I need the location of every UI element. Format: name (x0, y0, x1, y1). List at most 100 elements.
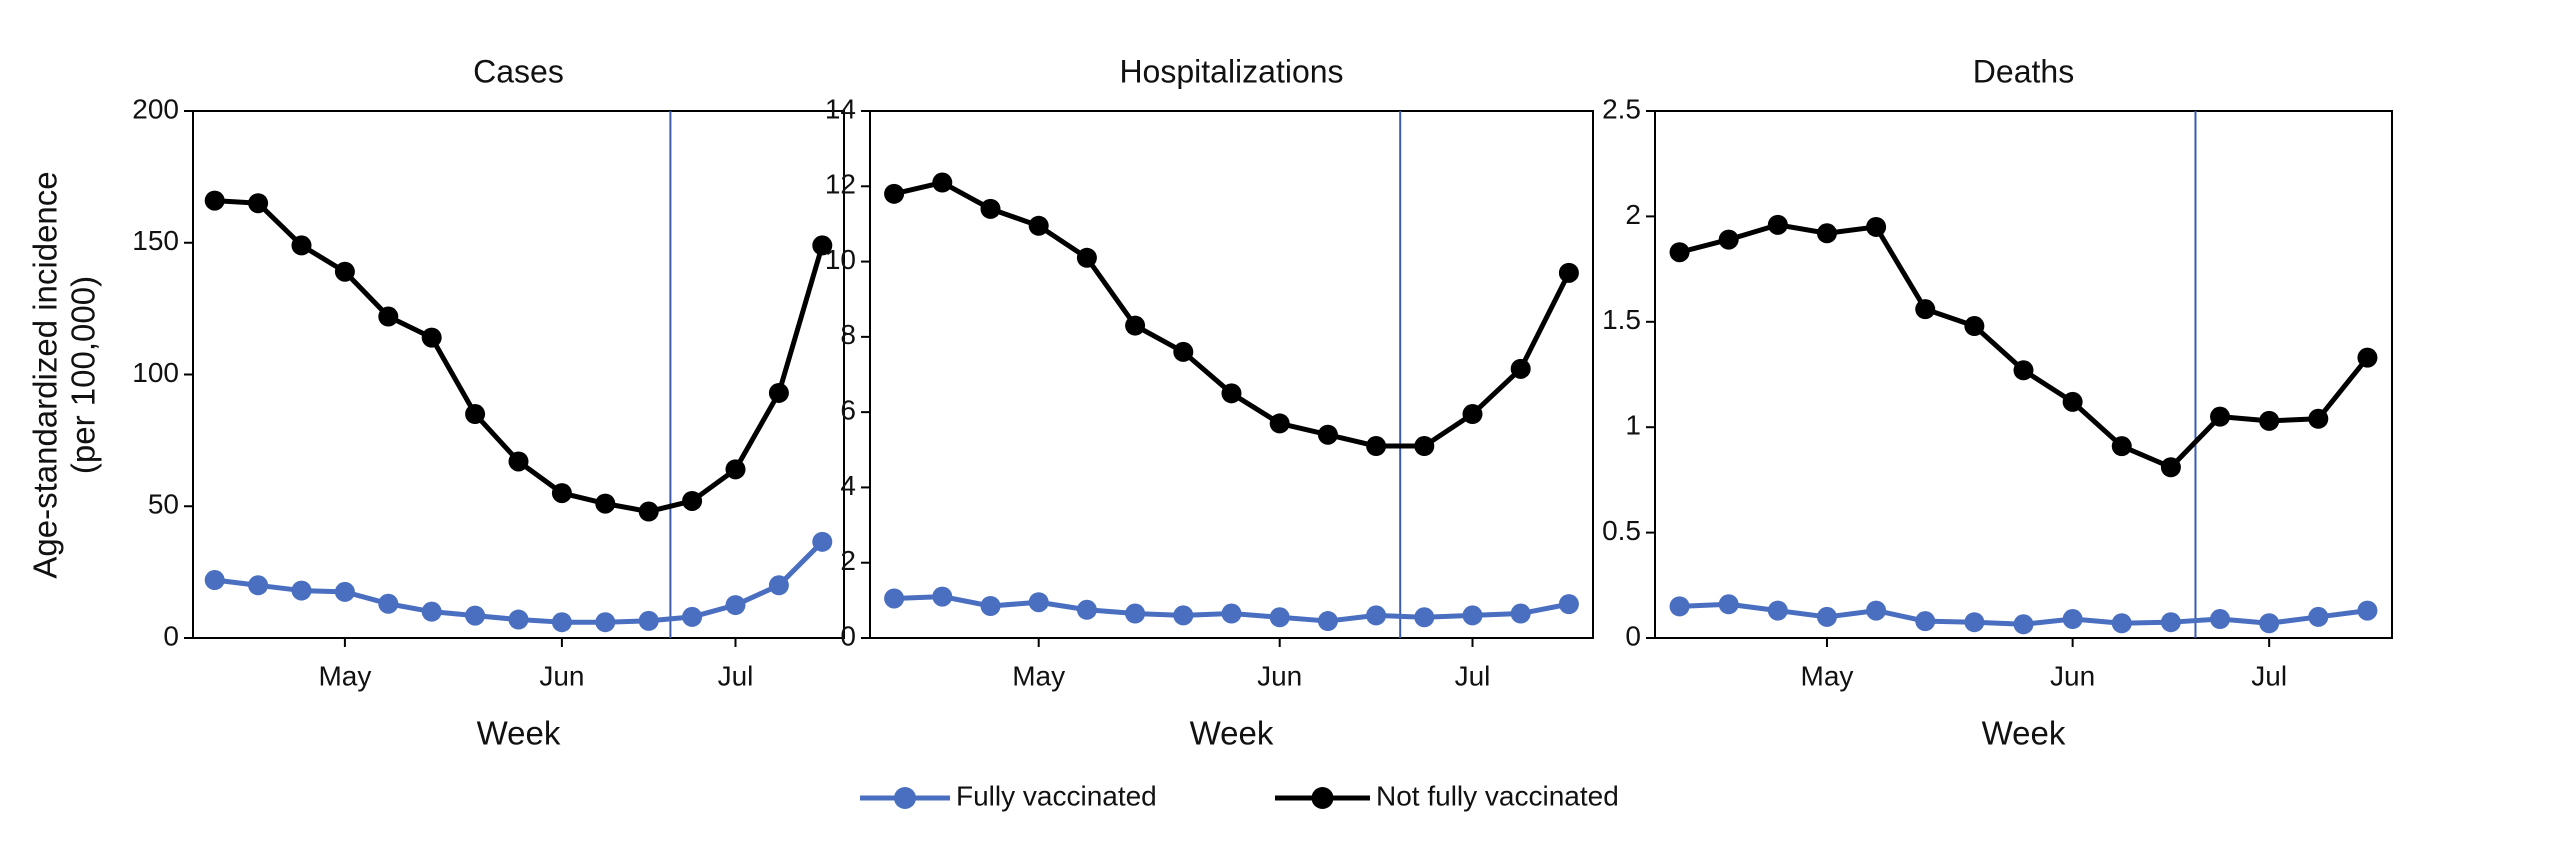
data-point (1028, 592, 1049, 613)
data-point (1414, 436, 1435, 457)
data-point (1964, 612, 1985, 633)
y-tick-label: 1.5 (1602, 304, 1641, 335)
data-point (725, 595, 746, 616)
legend-label: Not fully vaccinated (1376, 780, 1619, 811)
data-point (2013, 360, 2034, 381)
y-tick-label: 14 (825, 93, 856, 124)
x-tick-label: Jul (2251, 660, 2287, 691)
chart-title: Deaths (1973, 53, 2074, 89)
data-point (932, 172, 953, 193)
data-point (1414, 607, 1435, 628)
data-point (334, 581, 355, 602)
data-point (248, 193, 269, 214)
data-point (421, 327, 442, 348)
x-axis-label: Week (1190, 715, 1274, 752)
data-point (2160, 612, 2181, 633)
data-point (551, 612, 572, 633)
data-point (682, 490, 703, 511)
y-axis-label: (per 100,000) (65, 276, 102, 474)
y-tick-label: 150 (132, 225, 179, 256)
data-point (291, 580, 312, 601)
data-point (508, 451, 529, 472)
data-point (2062, 391, 2083, 412)
data-point (725, 459, 746, 480)
y-tick-label: 0 (1625, 620, 1641, 651)
data-point (1718, 594, 1739, 615)
y-axis-label: Age-standardized incidence (27, 171, 64, 578)
data-point (1173, 341, 1194, 362)
data-point (1173, 605, 1194, 626)
data-point (1718, 229, 1739, 250)
data-point (1510, 358, 1531, 379)
data-point (1866, 216, 1887, 237)
data-point (638, 610, 659, 631)
data-point (812, 235, 833, 256)
data-point (2357, 347, 2378, 368)
x-tick-label: Jul (718, 660, 754, 691)
y-tick-label: 0 (840, 620, 856, 651)
data-point (1767, 214, 1788, 235)
data-point (508, 609, 529, 630)
data-point (1964, 316, 1985, 337)
data-point (1221, 603, 1242, 624)
data-point (884, 183, 905, 204)
x-tick-label: May (1012, 660, 1065, 691)
y-tick-label: 2.5 (1602, 93, 1641, 124)
data-point (2062, 609, 2083, 630)
data-point (1076, 247, 1097, 268)
x-axis-label: Week (477, 715, 561, 752)
x-tick-label: May (318, 660, 371, 691)
data-point (595, 493, 616, 514)
y-tick-label: 2 (840, 545, 856, 576)
data-point (1767, 600, 1788, 621)
y-tick-label: 6 (840, 395, 856, 426)
data-point (1510, 603, 1531, 624)
data-point (1317, 611, 1338, 632)
y-tick-label: 50 (148, 489, 179, 520)
y-tick-label: 10 (825, 244, 856, 275)
data-point (204, 570, 225, 591)
x-tick-label: Jun (2050, 660, 2095, 691)
data-point (1125, 603, 1146, 624)
data-point (812, 531, 833, 552)
data-point (682, 606, 703, 627)
x-tick-label: Jul (1455, 660, 1491, 691)
data-point (1915, 611, 1936, 632)
data-point (421, 601, 442, 622)
data-point (378, 306, 399, 327)
chart-title: Hospitalizations (1119, 53, 1343, 89)
legend-marker (894, 787, 916, 809)
data-point (1028, 215, 1049, 236)
x-tick-label: Jun (1257, 660, 1302, 691)
data-point (932, 586, 953, 607)
data-point (595, 612, 616, 633)
data-point (1866, 600, 1887, 621)
data-point (980, 596, 1001, 617)
data-point (204, 190, 225, 211)
y-tick-label: 8 (840, 319, 856, 350)
data-point (1462, 404, 1483, 425)
data-point (768, 382, 789, 403)
data-point (334, 261, 355, 282)
legend-label: Fully vaccinated (956, 780, 1157, 811)
x-tick-label: Jun (539, 660, 584, 691)
data-point (2160, 457, 2181, 478)
data-point (1221, 383, 1242, 404)
data-point (2259, 410, 2280, 431)
y-tick-label: 200 (132, 93, 179, 124)
data-point (2210, 406, 2231, 427)
data-point (2308, 408, 2329, 429)
data-point (638, 501, 659, 522)
series-line (1678, 222, 2370, 470)
plot-frame (869, 110, 1594, 639)
x-axis-label: Week (1982, 715, 2066, 752)
data-point (884, 588, 905, 609)
data-point (980, 198, 1001, 219)
data-point (1125, 315, 1146, 336)
data-point (1462, 605, 1483, 626)
data-point (768, 575, 789, 596)
legend-marker (1311, 787, 1334, 809)
data-point (1317, 424, 1338, 445)
plot-frame (1654, 110, 2393, 639)
